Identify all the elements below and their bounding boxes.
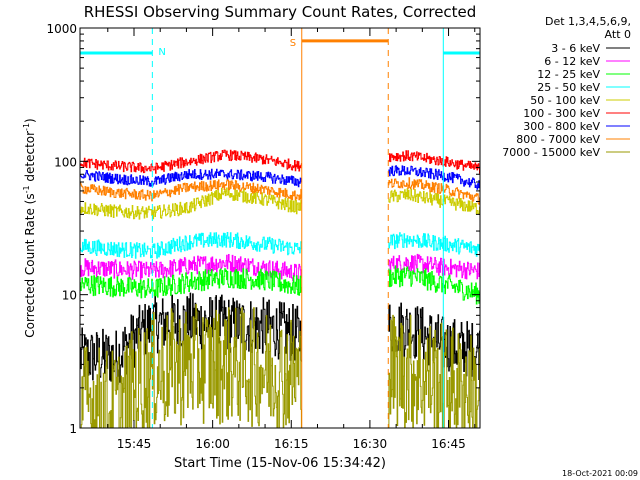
legend-label-7: 800 - 7000 keV <box>516 133 600 146</box>
footer-timestamp: 18-Oct-2021 00:09 <box>562 469 638 478</box>
series-line-5-seg-1 <box>388 150 480 174</box>
series-line-7-seg-1 <box>388 177 480 205</box>
legend-label-6: 300 - 800 keV <box>523 120 600 133</box>
series-line-8-seg-0 <box>80 304 302 429</box>
series-line-6-seg-1 <box>388 165 480 190</box>
legend-label-4: 50 - 100 keV <box>530 94 600 107</box>
series-line-4-seg-1 <box>388 188 480 215</box>
series-line-0-seg-0 <box>80 292 302 385</box>
y-axis-label: Corrected Count Rate (s-1 detector-1) <box>22 118 37 337</box>
series-line-2-seg-0 <box>80 268 302 299</box>
x-tick-label-0: 15:45 <box>117 437 152 451</box>
series-line-4-seg-0 <box>80 187 302 220</box>
series-line-1-seg-0 <box>80 254 302 282</box>
y-axis-label-sup1: -1 <box>22 185 31 193</box>
series-line-6-seg-0 <box>80 168 302 188</box>
legend-header-line-1: Det 1,3,4,5,6,9, <box>545 15 631 28</box>
tick-layer: 15:45 16:00 16:15 16:30 16:45 1 10 100 1000 <box>46 22 480 451</box>
x-axis-label: Start Time (15-Nov-06 15:34:42) <box>174 456 386 471</box>
legend-header-line-2: Att 0 <box>605 28 631 41</box>
y-axis-label-mid: detector <box>23 131 37 186</box>
series-line-7-seg-0 <box>80 179 302 202</box>
legend-label-5: 100 - 300 keV <box>523 107 600 120</box>
legend-label-1: 6 - 12 keV <box>544 55 600 68</box>
x-tick-label-3: 16:30 <box>353 437 388 451</box>
series-line-0-seg-1 <box>388 302 480 380</box>
series-line-2-seg-1 <box>388 265 480 305</box>
y-tick-label-2: 100 <box>54 155 77 169</box>
series-line-5-seg-0 <box>80 149 302 174</box>
y-tick-label-3: 1000 <box>46 22 77 36</box>
series-line-8-seg-1 <box>388 314 480 429</box>
flag-label-2: S <box>290 38 296 49</box>
flag-label-0: N <box>158 47 165 58</box>
plot-frame <box>79 27 481 429</box>
chart-title: RHESSI Observing Summary Count Rates, Co… <box>84 3 477 21</box>
legend-label-0: 3 - 6 keV <box>551 42 600 55</box>
y-tick-label-0: 1 <box>69 422 77 436</box>
y-axis-label-sup2: -1 <box>22 123 31 131</box>
x-tick-label-1: 16:00 <box>195 437 230 451</box>
series-line-3-seg-0 <box>80 232 302 259</box>
legend-label-2: 12 - 25 keV <box>537 68 600 81</box>
y-axis-label-main: Corrected Count Rate (s <box>23 193 37 337</box>
series-line-3-seg-1 <box>388 232 480 257</box>
legend-label-8: 7000 - 15000 keV <box>502 146 600 159</box>
y-axis-label-end: ) <box>23 118 37 123</box>
x-tick-label-4: 16:45 <box>431 437 466 451</box>
legend-label-3: 25 - 50 keV <box>537 81 600 94</box>
y-tick-label-1: 10 <box>62 289 77 303</box>
series-layer <box>80 149 480 429</box>
x-tick-label-2: 16:15 <box>274 437 309 451</box>
